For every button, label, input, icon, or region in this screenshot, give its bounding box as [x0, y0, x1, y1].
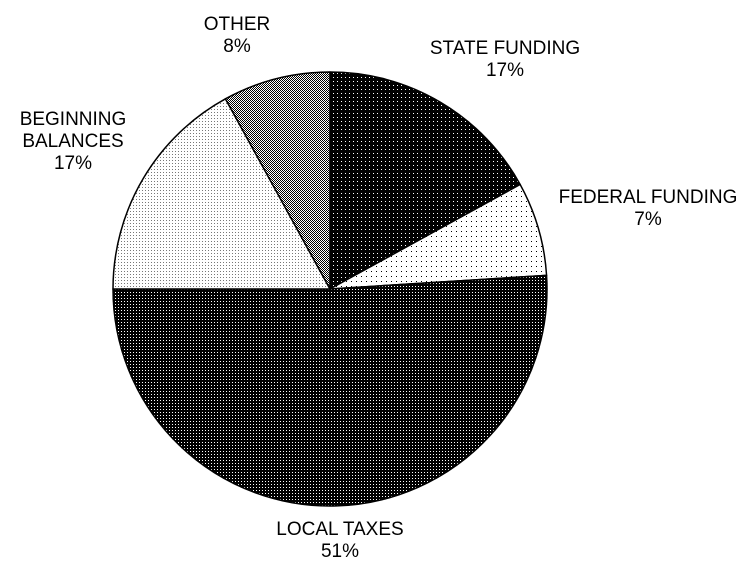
slice-value-label-state-funding: 17%: [486, 60, 524, 81]
slice-value-label-other: 8%: [223, 36, 251, 57]
pie-slices: [112, 71, 548, 507]
slice-label-line-beginning-balances: BALANCES: [22, 131, 123, 152]
slice-label-beginning-balances: BEGINNING BALANCES 17%: [20, 109, 127, 174]
slice-label-state-funding: STATE FUNDING 17%: [430, 38, 580, 81]
slice-label-line-beginning-balances: BEGINNING: [20, 109, 127, 130]
slice-label-line-federal-funding: FEDERAL FUNDING: [559, 187, 738, 208]
slice-label-line-state-funding: STATE FUNDING: [430, 38, 580, 59]
slice-value-label-federal-funding: 7%: [634, 209, 662, 230]
slice-label-line-local-taxes: LOCAL TAXES: [276, 519, 403, 540]
pie-slice-beginning-balances: [112, 98, 331, 290]
slice-label-line-other: OTHER: [204, 14, 271, 35]
pie-slice-local-taxes: [112, 274, 548, 507]
pie-labels: STATE FUNDING 17%FEDERAL FUNDING 7%LOCAL T…: [20, 14, 738, 562]
slice-value-label-local-taxes: 51%: [321, 541, 359, 562]
pie-slice-other: [224, 71, 331, 290]
slice-label-federal-funding: FEDERAL FUNDING 7%: [559, 187, 738, 230]
slice-label-local-taxes: LOCAL TAXES 51%: [276, 519, 403, 562]
pie-slice-state-funding: [329, 71, 521, 290]
slice-value-label-beginning-balances: 17%: [54, 153, 92, 174]
slice-label-other: OTHER 8%: [204, 14, 271, 57]
